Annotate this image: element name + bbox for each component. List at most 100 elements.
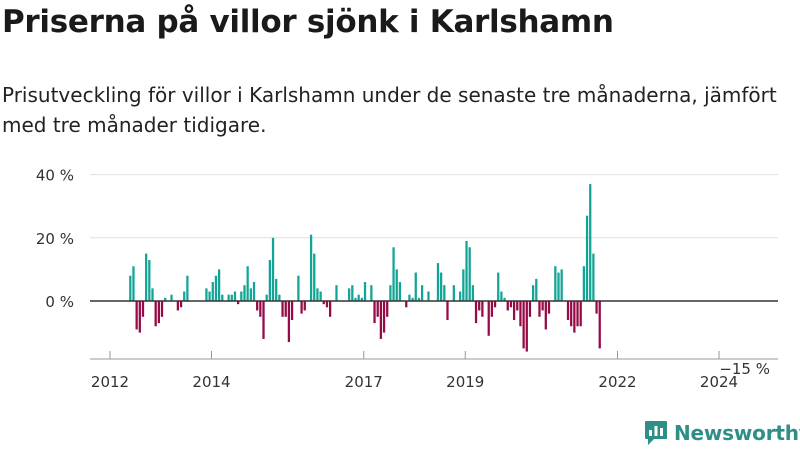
y-tick-label: 40 %: [36, 167, 74, 185]
bar: [151, 288, 154, 301]
y-tick-label: 20 %: [36, 230, 74, 248]
bar: [554, 266, 557, 301]
bar: [462, 269, 465, 301]
bar: [259, 301, 262, 317]
bar: [360, 297, 363, 301]
bar: [519, 301, 522, 327]
bar: [217, 269, 221, 301]
bar: [512, 301, 516, 320]
bar: [487, 301, 490, 336]
x-tick-label: 2014: [192, 373, 230, 391]
price-change-chart: 0 % 20 % 40 % 2012 2014 2017 2019 2022 2024−15 %: [36, 167, 778, 391]
bar: [509, 301, 513, 308]
bar: [186, 275, 189, 301]
bar: [183, 291, 186, 301]
bar: [316, 288, 319, 301]
bar: [265, 294, 268, 301]
bar: [348, 288, 351, 301]
bar: [417, 297, 421, 301]
bar: [522, 301, 525, 349]
last-value-label: −15 %: [719, 360, 770, 378]
bar: [354, 297, 357, 301]
bar: [154, 301, 157, 327]
bar: [579, 301, 582, 327]
brand-name: Newsworthy: [674, 421, 800, 445]
bar: [516, 301, 519, 311]
bar: [573, 301, 576, 333]
bar: [420, 285, 424, 301]
bar: [262, 301, 265, 339]
bar: [322, 301, 325, 305]
bar: [325, 301, 329, 308]
bar: [278, 294, 281, 301]
bar: [208, 291, 211, 301]
bar: [566, 301, 570, 320]
bar: [328, 301, 332, 317]
bar: [157, 301, 160, 324]
bar: [284, 301, 287, 317]
x-tick-label: 2022: [598, 373, 636, 391]
bar: [440, 272, 443, 301]
bar: [525, 301, 528, 352]
bar: [363, 282, 367, 301]
bar: [395, 269, 398, 301]
bar: [290, 301, 294, 320]
x-tick-label: 2019: [446, 373, 484, 391]
bar: [170, 294, 173, 301]
bar: [535, 278, 538, 301]
bar: [145, 253, 148, 301]
bar: [319, 291, 322, 301]
bar: [164, 297, 167, 301]
bar: [500, 291, 503, 301]
bar: [227, 294, 230, 301]
bar: [497, 272, 500, 301]
bar: [490, 301, 494, 317]
bar: [370, 285, 373, 301]
bar: [427, 291, 430, 301]
bar: [398, 282, 402, 301]
bar: [252, 282, 256, 301]
bar: [468, 247, 471, 301]
bar: [287, 301, 291, 343]
bar: [309, 234, 313, 301]
bar: [446, 301, 449, 320]
bar: [544, 301, 547, 330]
bar: [275, 278, 278, 301]
bar: [595, 301, 598, 314]
bar: [281, 301, 284, 317]
bar: [205, 288, 208, 301]
bar: [443, 285, 446, 301]
bar: [382, 301, 386, 333]
bar: [506, 301, 509, 311]
bar: [297, 275, 300, 301]
brand: Newsworthy: [644, 418, 800, 448]
bar: [233, 291, 237, 301]
bar: [376, 301, 379, 317]
bar: [576, 301, 579, 327]
bar: [478, 301, 481, 311]
bar: [268, 259, 271, 301]
bar: [271, 237, 275, 301]
bar: [585, 215, 589, 301]
bar: [452, 285, 455, 301]
bar: [411, 297, 414, 301]
bar: [481, 301, 484, 317]
bar: [589, 184, 592, 301]
bar: [408, 294, 411, 301]
bar: [211, 282, 214, 301]
bar: [503, 297, 506, 301]
bar: [471, 285, 474, 301]
bar: [303, 301, 306, 311]
bar: [138, 301, 141, 333]
page-title: Priserna på villor sjönk i Karlshamn: [2, 4, 614, 40]
bar: [132, 266, 135, 301]
bar-chart-logo-icon: [645, 421, 667, 445]
bar: [459, 291, 462, 301]
bar: [531, 285, 535, 301]
bar: [557, 272, 560, 301]
bar: [129, 275, 132, 301]
bar: [357, 294, 360, 301]
bar: [528, 301, 532, 317]
bar: [592, 253, 595, 301]
bar: [389, 285, 392, 301]
